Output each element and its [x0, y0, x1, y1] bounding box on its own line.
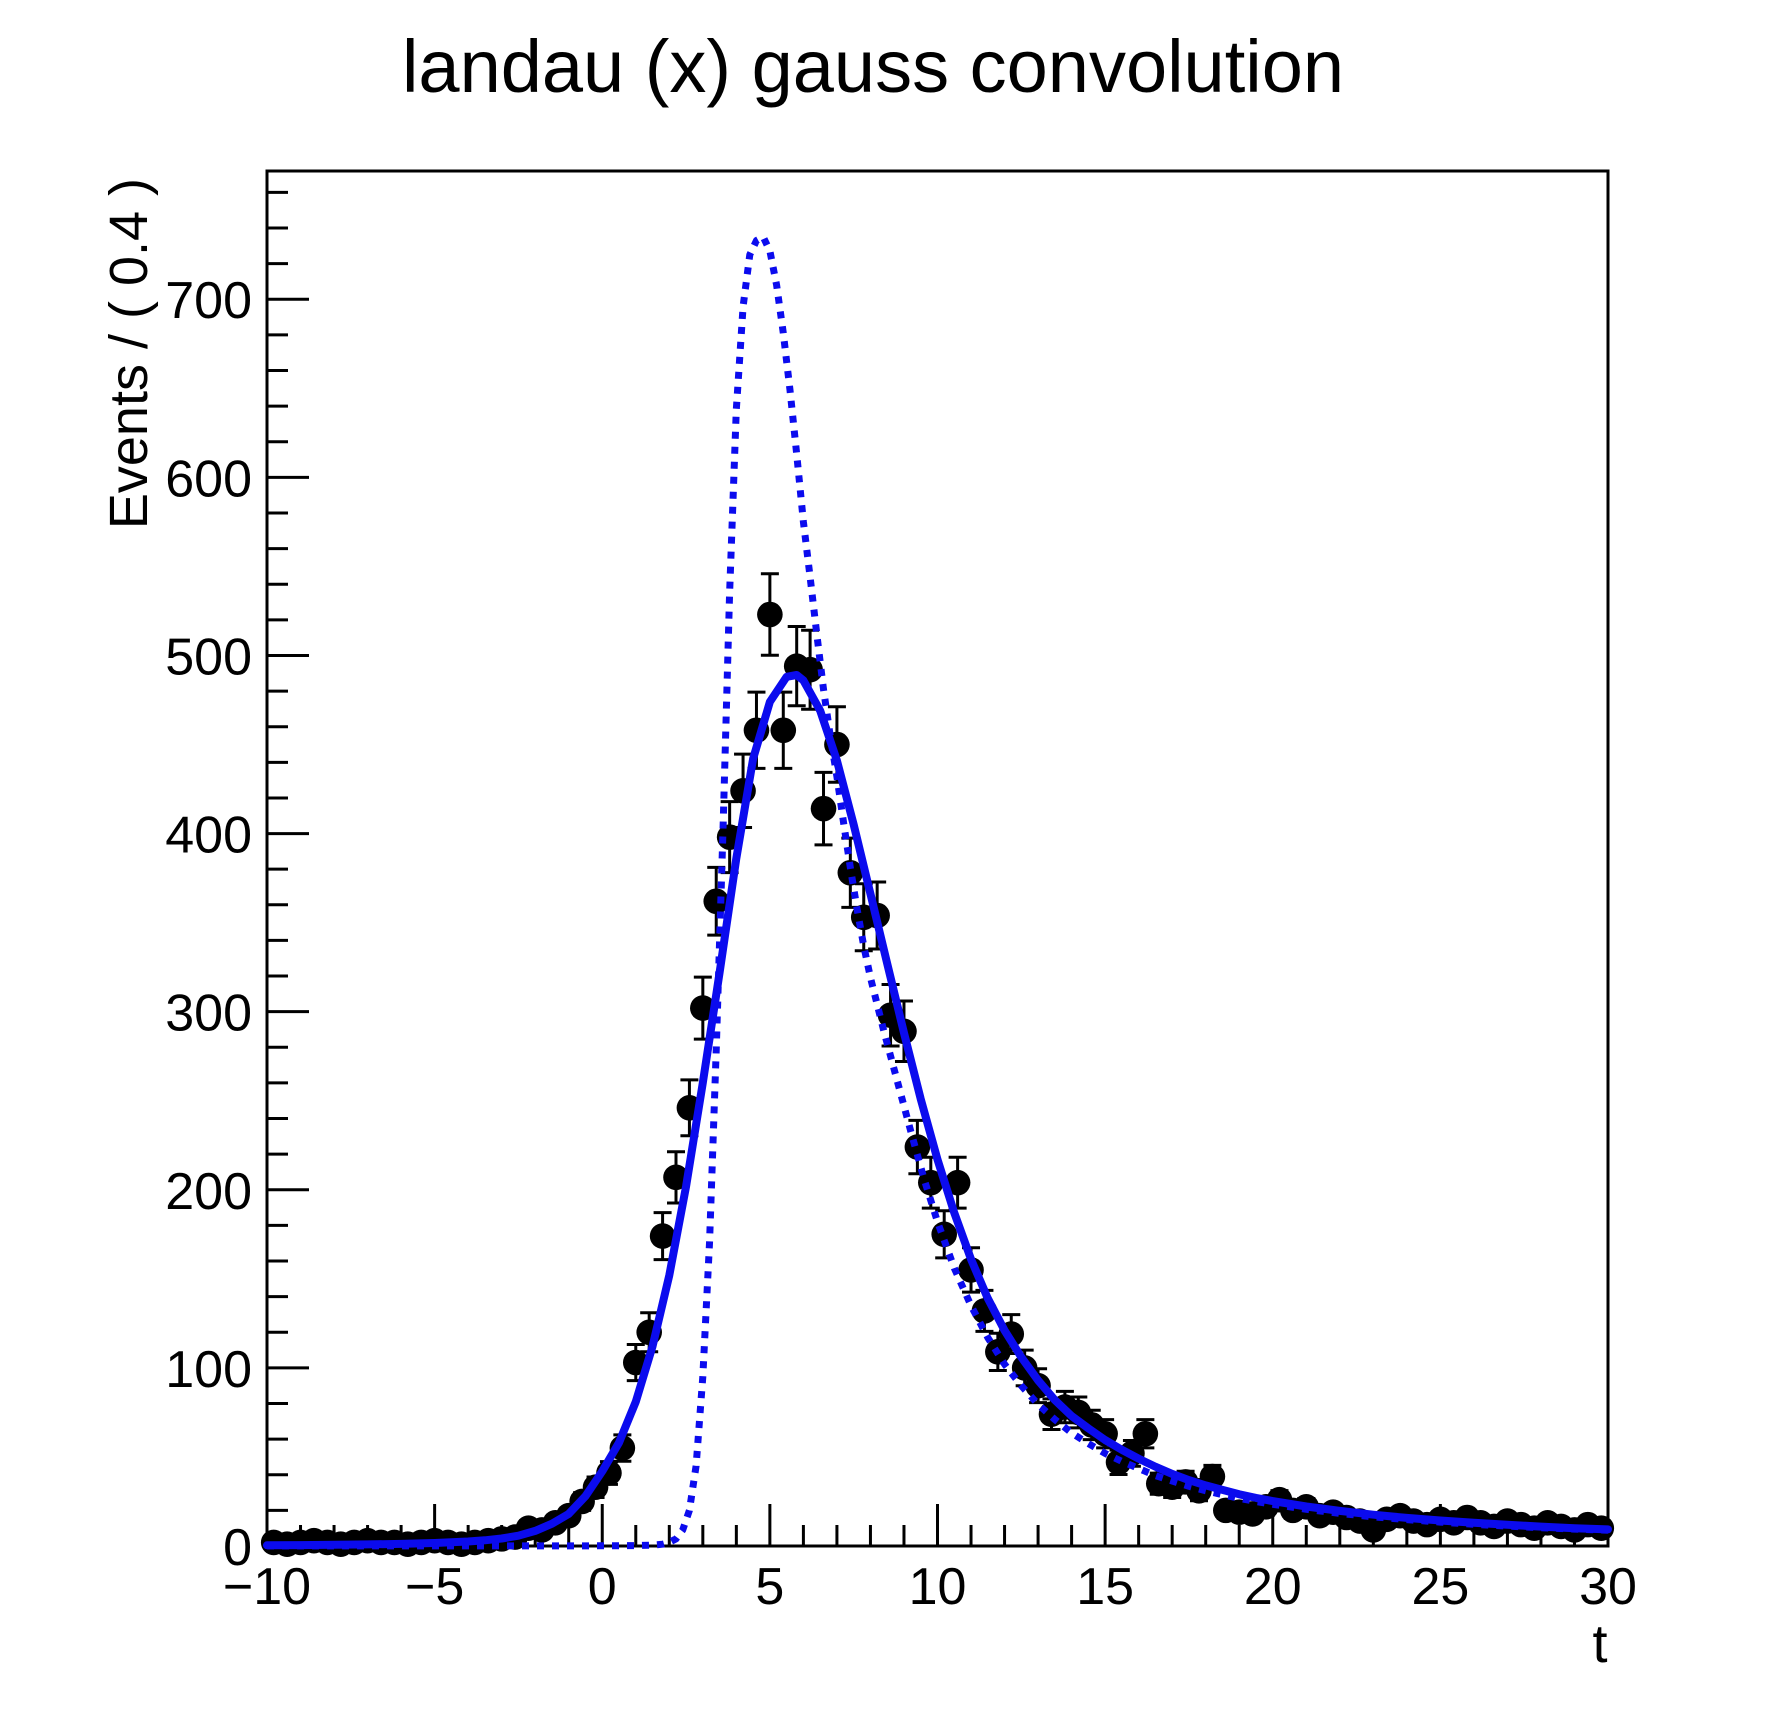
svg-text:400: 400: [165, 807, 252, 865]
svg-text:30: 30: [1579, 1558, 1637, 1616]
convolution-fit-curve-solid: [263, 671, 1612, 1550]
error-bars: [264, 572, 1611, 1548]
svg-text:500: 500: [165, 628, 252, 686]
svg-text:−10: −10: [223, 1558, 311, 1616]
data-points: [260, 601, 1615, 1558]
svg-text:5: 5: [755, 1558, 784, 1616]
svg-text:10: 10: [909, 1558, 967, 1616]
svg-text:100: 100: [165, 1341, 252, 1399]
svg-text:200: 200: [165, 1163, 252, 1221]
svg-text:700: 700: [165, 272, 252, 330]
x-axis-title: t: [1592, 1614, 1607, 1674]
svg-text:0: 0: [588, 1558, 617, 1616]
svg-text:300: 300: [165, 985, 252, 1043]
plot-frame: [265, 169, 1610, 1548]
svg-text:15: 15: [1076, 1558, 1134, 1616]
svg-text:20: 20: [1244, 1558, 1302, 1616]
svg-text:600: 600: [165, 450, 252, 508]
y-axis-ticks: [267, 190, 309, 1548]
landau-component-curve-dotted: [267, 233, 1609, 1550]
svg-text:−5: −5: [405, 1558, 464, 1616]
y-axis-title: Events / ( 0.4 ): [99, 178, 159, 529]
svg-text:0: 0: [223, 1519, 252, 1577]
svg-text:25: 25: [1411, 1558, 1469, 1616]
y-axis-labels: 0 100 200 300 400 500 600 700: [165, 272, 252, 1577]
chart-title: landau (x) gauss convolution: [402, 25, 1344, 108]
x-axis-labels: −10 −5 0 5 10 15 20 25 30: [223, 1558, 1637, 1616]
